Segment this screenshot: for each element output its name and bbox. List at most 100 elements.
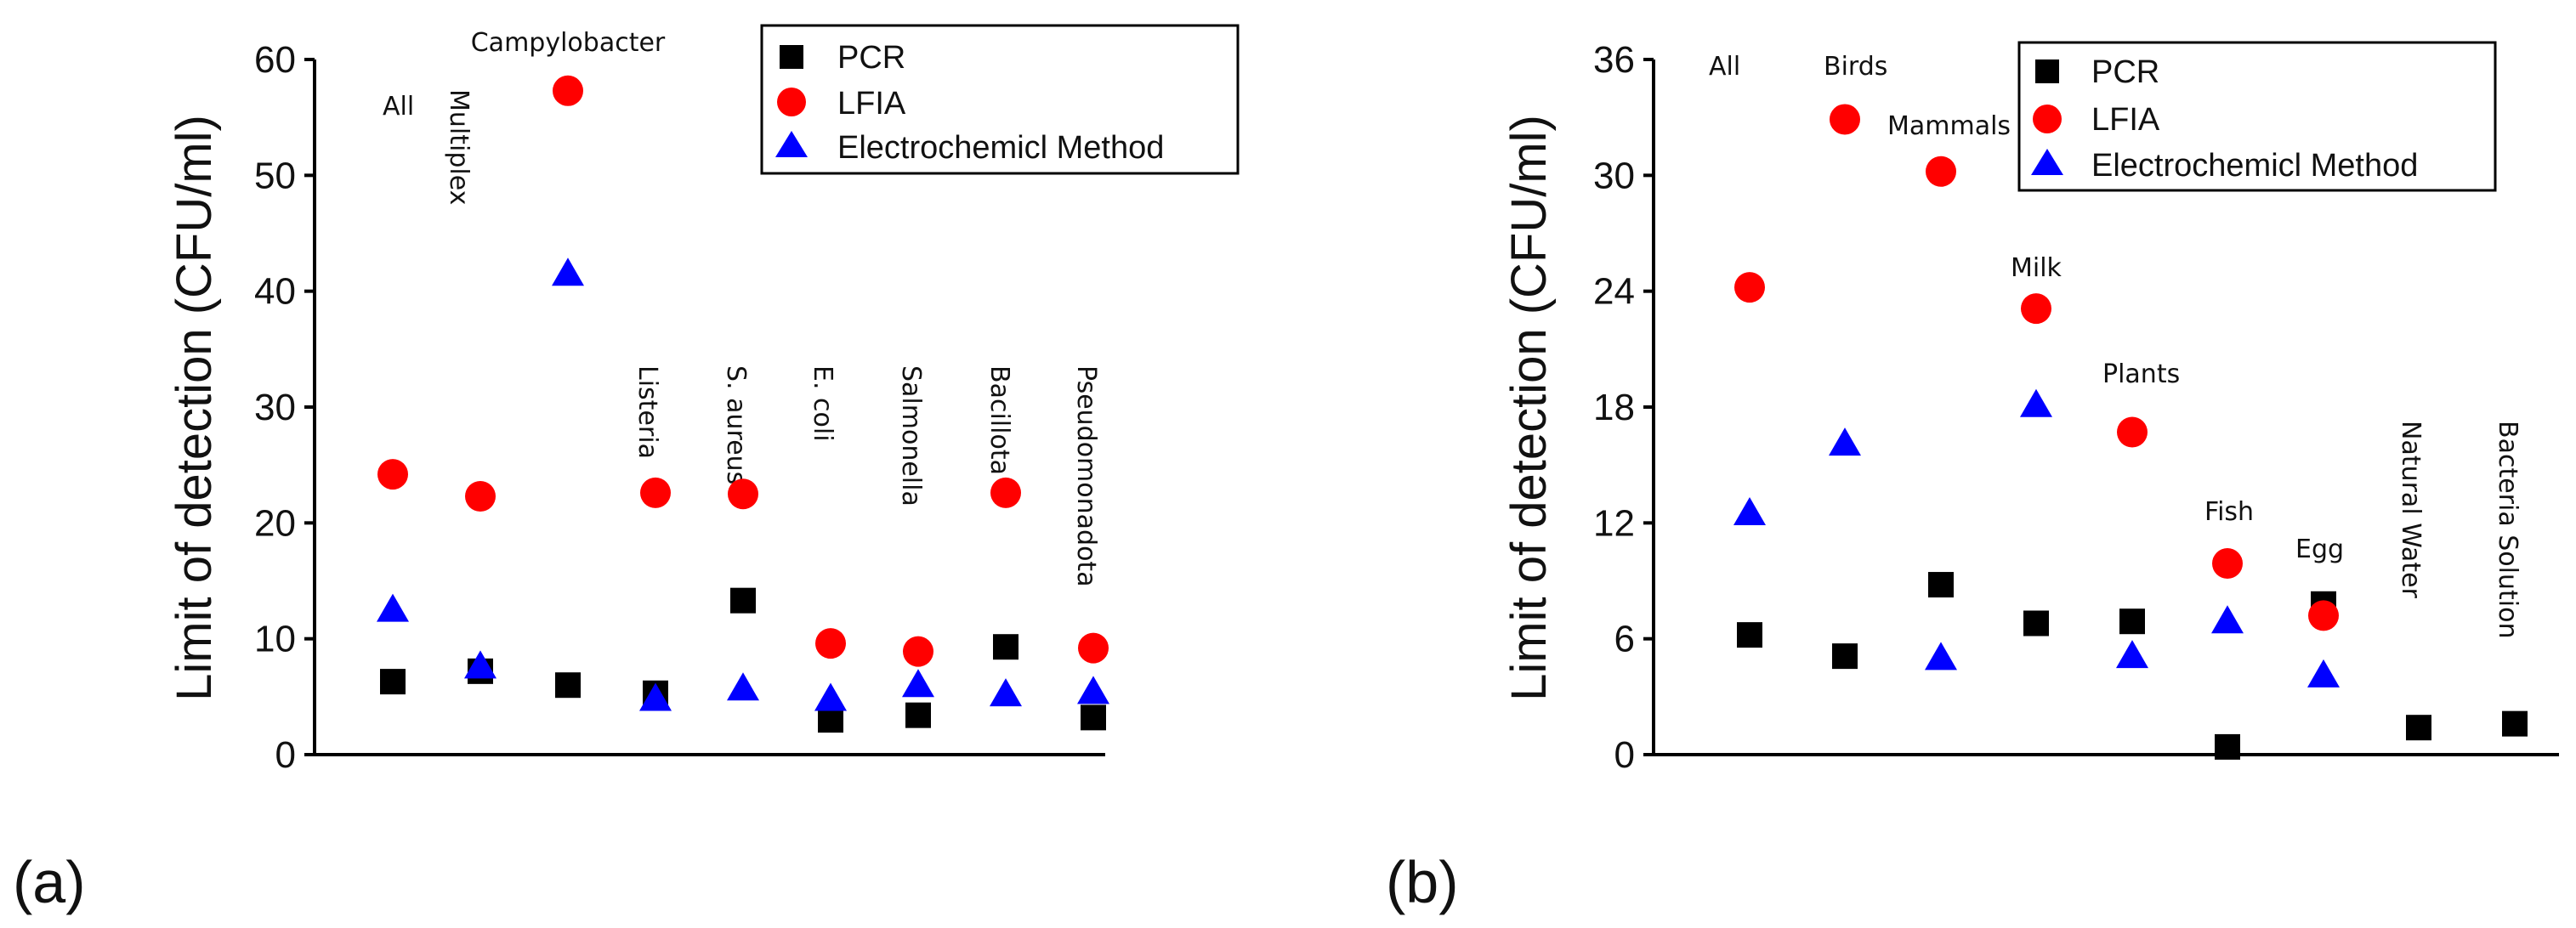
panel-b-lfia-point-egg <box>2308 600 2339 631</box>
panel-b-legend-electro-label: Electrochemicl Method <box>2091 148 2418 184</box>
panel-a-y-tick-label-40: 40 <box>254 271 296 313</box>
panel-b-pcr-point-plants <box>2119 608 2145 635</box>
panel-b-pcr-point-milk <box>2023 610 2049 637</box>
panel-b-legend-box <box>2017 41 2497 192</box>
panel-a-electrochemicl-method-point-bacillota <box>990 678 1022 707</box>
panel-a-electrochemicl-method-point-s-aureus <box>727 672 759 701</box>
panel-b-legend-pcr-label: PCR <box>2091 54 2159 90</box>
panel-b-lfia-point-plants <box>2117 416 2148 448</box>
panel-a-y-tick-label-0: 0 <box>275 734 296 776</box>
panel-b-y-tick-label-30: 30 <box>1593 155 1635 196</box>
panel-b-electrochemicl-method-point-plants <box>2116 640 2148 669</box>
panel-b-electrochemicl-method-point-fish <box>2211 605 2244 634</box>
panel-a-legend-electro-marker <box>775 131 808 157</box>
panel-a-legend: PCR LFIA Electrochemicl Method <box>760 24 1240 175</box>
panel-b-pcr-point-bacteria-solution <box>2502 710 2528 737</box>
panel-a-pcr-point-all <box>380 669 406 695</box>
panel-a-category-label-campylobacter: Campylobacter <box>471 28 666 58</box>
panel-a-lfia-point-bacillota <box>990 477 1021 508</box>
panel-a-pcr-point-campylobacter <box>555 672 581 699</box>
panel-a-lfia-point-all <box>377 459 408 490</box>
panel-b-y-tick-label-6: 6 <box>1614 619 1635 660</box>
panel-b-y-axis-title: Limit of detection (CFU/ml) <box>1501 115 1557 701</box>
panel-a-y-tick-label-10: 10 <box>254 619 296 660</box>
panel-a-legend-box <box>760 24 1240 175</box>
panel-b-electrochemicl-method-point-birds <box>1829 427 1861 456</box>
panel-a-pcr-point-pseudomonadota <box>1081 704 1106 731</box>
panel-b-category-label-milk: Milk <box>2011 253 2063 283</box>
panel-b-y-tick-label-0: 0 <box>1614 734 1635 776</box>
panel-b-category-label-fish: Fish <box>2204 497 2254 527</box>
panel-b-y-tick-label-36: 36 <box>1593 39 1635 81</box>
panel-a-category-label-listeria: Listeria <box>633 365 662 459</box>
panel-a-electrochemicl-method-point-campylobacter <box>552 257 584 286</box>
panel-b-category-label-natural-water: Natural Water <box>2396 421 2426 599</box>
panel-a-electrochemicl-method-point-pseudomonadota <box>1077 676 1109 704</box>
panel-a-pcr-point-s-aureus <box>730 587 756 614</box>
panel-b-electrochemicl-method-point-milk <box>2020 388 2052 417</box>
panel-a-category-label-all: All <box>383 92 414 122</box>
panel-a-y-axis-title: Limit of detection (CFU/ml) <box>167 115 222 701</box>
panel-b-lfia-point-fish <box>2212 548 2243 580</box>
panel-b-y-tick-label-18: 18 <box>1593 387 1635 428</box>
panel-b-legend: PCR LFIA Electrochemicl Method <box>2017 41 2497 192</box>
panel-a-pcr-point-salmonella <box>905 702 931 728</box>
panel-b-lfia-point-mammals <box>1926 156 1956 187</box>
panel-b-electrochemicl-method-point-all <box>1733 496 1766 525</box>
panel-b-y-tick-label-12: 12 <box>1593 502 1635 544</box>
panel-b-category-label-egg: Egg <box>2295 535 2344 564</box>
panel-a-lfia-point-pseudomonadota <box>1078 632 1109 664</box>
panel-a-chart: 0 10 20 30 40 50 60 All Multiplex Campylobacter L… <box>13 24 1240 915</box>
panel-b-pcr-point-birds <box>1832 643 1858 670</box>
panel-b-y-tick-label-24: 24 <box>1593 271 1635 313</box>
panel-b-category-label-bacteria-solution: Bacteria Solution <box>2493 421 2522 638</box>
panel-a-pcr-point-bacillota <box>993 634 1018 660</box>
panel-a-legend-pcr-label: PCR <box>837 40 905 76</box>
panel-a-lfia-point-s-aureus <box>728 478 758 510</box>
panel-a-category-label-bacillota: Bacillota <box>984 365 1014 475</box>
panel-a-category-label-salmonella: Salmonella <box>896 365 926 506</box>
panel-b-category-label-plants: Plants <box>2102 359 2180 389</box>
panel-b-pcr-point-natural-water <box>2406 715 2431 741</box>
panel-a-lfia-point-e-coli <box>815 628 846 659</box>
panel-a-lfia-point-salmonella <box>903 636 933 667</box>
panel-b-legend-lfia-marker <box>2033 105 2062 133</box>
panel-a-lfia-point-listeria <box>640 477 671 508</box>
panel-b-pcr-point-fish <box>2215 733 2240 760</box>
panel-b-legend-pcr-marker <box>2035 59 2059 83</box>
panel-a-legend-electro-label: Electrochemicl Method <box>837 130 1164 166</box>
panel-a-legend-lfia-marker <box>777 88 806 116</box>
panel-b-legend-lfia-label: LFIA <box>2091 102 2160 138</box>
panel-a-legend-pcr-marker <box>780 45 803 69</box>
panel-a-lfia-point-campylobacter <box>553 75 583 106</box>
panel-a-y-tick-label-30: 30 <box>254 387 296 428</box>
panel-b-category-label-all: All <box>1709 52 1740 82</box>
panel-a-category-label-s-aureus: S. aureus <box>721 365 751 484</box>
panel-a-electrochemicl-method-point-multiplex <box>464 650 496 679</box>
panel-b-legend-electro-marker <box>2031 149 2063 175</box>
panel-a-y-tick-label-20: 20 <box>254 502 296 544</box>
panel-a-electrochemicl-method-point-e-coli <box>814 682 847 711</box>
panel-b-lfia-point-birds <box>1830 104 1860 135</box>
panel-a-legend-lfia-label: LFIA <box>837 86 906 122</box>
panel-b-category-label-birds: Birds <box>1824 52 1887 82</box>
panel-b-label: (b) <box>1386 849 1459 915</box>
panel-b-lfia-point-milk <box>2021 293 2051 325</box>
panel-a-category-label-e-coli: E. coli <box>808 365 837 442</box>
panel-a-category-label-multiplex: Multiplex <box>444 89 474 205</box>
panel-b-category-label-mammals: Mammals <box>1887 111 2011 141</box>
panel-a-pcr-point-e-coli <box>818 707 843 733</box>
panel-b-pcr-point-mammals <box>1928 572 1954 598</box>
panel-a-electrochemicl-method-point-salmonella <box>902 669 934 698</box>
panel-b-electrochemicl-method-point-egg <box>2307 659 2340 688</box>
panel-a-lfia-point-multiplex <box>465 480 496 512</box>
panel-a-y-tick-label-60: 60 <box>254 39 296 81</box>
panel-a-category-label-pseudomonadota: Pseudomonadota <box>1071 365 1101 587</box>
panel-b-pcr-point-all <box>1737 622 1762 648</box>
panel-a-y-tick-label-50: 50 <box>254 155 296 196</box>
panel-b-electrochemicl-method-point-mammals <box>1925 642 1957 671</box>
panel-b-lfia-point-all <box>1734 272 1765 303</box>
panel-a-electrochemicl-method-point-listeria <box>639 682 672 711</box>
